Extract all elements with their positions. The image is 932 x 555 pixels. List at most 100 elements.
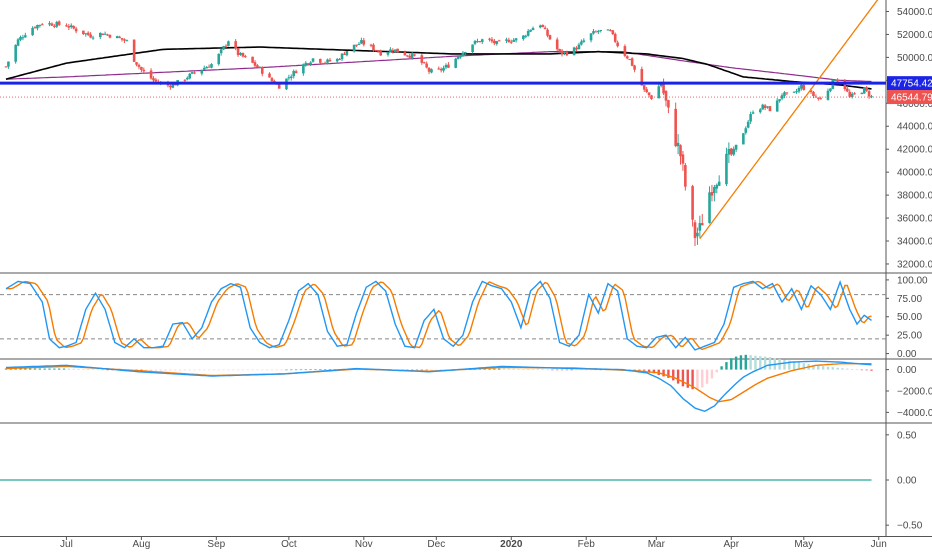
candle-up [800, 84, 803, 89]
candle-down [108, 34, 112, 38]
macd-histogram-bar [802, 363, 806, 370]
orange-trend-line [699, 0, 879, 240]
candle-down [369, 44, 373, 46]
candle-up [190, 72, 194, 74]
macd-histogram-bar [188, 369, 191, 371]
candle-up [24, 35, 27, 38]
candle-up [459, 55, 462, 58]
candle-up [31, 27, 34, 36]
macd-histogram-bar [763, 356, 767, 370]
price-tick-label: 50000.00 [897, 53, 932, 64]
candle-up [676, 142, 680, 147]
macd-histogram-bar [43, 368, 46, 370]
macd-histogram-bar [507, 368, 511, 370]
macd-histogram-bar [526, 369, 530, 370]
macd-histogram-bar [676, 369, 680, 384]
candle-up [599, 30, 603, 32]
time-tick-label: Jul [60, 539, 73, 550]
candle-down [86, 32, 90, 35]
stochastic-k-line [5, 280, 872, 351]
price-tick-label: 34000.00 [897, 237, 932, 248]
candle-down [374, 49, 378, 51]
macd-histogram-bar [710, 369, 714, 379]
candle-up [870, 96, 873, 98]
black-moving-average-line [5, 46, 872, 90]
candle-down [149, 70, 153, 79]
candle-up [14, 44, 17, 62]
macd-histogram-bar [841, 368, 844, 370]
candle-up [734, 144, 738, 150]
macd-histogram-bar [57, 368, 61, 370]
candle-down [626, 56, 629, 59]
macd-histogram-bar [33, 368, 37, 370]
candle-down [362, 40, 366, 45]
macd-histogram-bar [251, 369, 254, 371]
macd-histogram-bar [203, 369, 206, 371]
macd-histogram-bar [174, 369, 177, 371]
macd-histogram-bar [265, 369, 269, 371]
candle-up [171, 83, 175, 88]
candle-down [509, 41, 513, 43]
candle-up [38, 24, 42, 26]
candle-up [761, 104, 765, 110]
candle-up [91, 37, 95, 39]
candle-up [529, 29, 532, 32]
candle-up [592, 31, 595, 34]
macd-histogram-bar [739, 355, 743, 370]
candle-down [379, 51, 383, 56]
candle-down [555, 39, 559, 50]
macd-histogram-bar [212, 369, 216, 371]
time-tick-label: Mar [648, 539, 666, 550]
macd-histogram-bar [149, 369, 153, 371]
candle-down [251, 56, 254, 63]
candle-up [48, 23, 51, 25]
candle-down [236, 48, 240, 56]
macd-histogram-bar [860, 369, 864, 371]
candle-up [696, 232, 699, 237]
candle-down [268, 73, 271, 78]
candle-up [442, 67, 445, 71]
macd-histogram-bar [585, 369, 588, 371]
candle-down [478, 41, 482, 43]
macd-histogram-bar [744, 354, 747, 370]
candle-up [792, 91, 796, 93]
candle-up [186, 77, 189, 80]
macd-histogram-bar [145, 369, 148, 371]
macd-histogram-bar [309, 369, 312, 371]
macd-histogram-bar [275, 369, 278, 371]
candle-up [512, 39, 515, 42]
candle-up [522, 35, 525, 40]
candle-down [681, 154, 685, 164]
candle-down [132, 39, 136, 62]
time-tick-label: 2020 [500, 539, 523, 550]
candle-down [846, 88, 849, 92]
candle-down [497, 40, 501, 42]
candle-up [860, 92, 864, 95]
candle-up [708, 192, 711, 223]
candle-up [219, 49, 223, 54]
candle-up [36, 25, 39, 29]
macd-histogram-bar [38, 368, 42, 370]
macd-histogram-bar [48, 368, 51, 370]
macd-histogram-bar [222, 369, 225, 371]
macd-histogram-bar [546, 369, 549, 371]
macd-histogram-bar [164, 369, 167, 371]
macd-histogram-bar [299, 369, 303, 371]
macd-histogram-bar [91, 369, 95, 370]
osc-tick-label: −0.50 [897, 521, 923, 532]
candle-down [507, 39, 511, 43]
stoch-tick-label: 100.00 [897, 275, 928, 286]
candle-up [582, 40, 586, 42]
candle-up [715, 184, 719, 189]
candle-down [565, 52, 569, 56]
macd-histogram-bar [420, 369, 424, 371]
candle-down [729, 148, 733, 155]
candle-up [577, 44, 581, 50]
macd-histogram-bar [783, 359, 786, 370]
macd-histogram-bar [531, 369, 535, 370]
macd-histogram-bar [425, 369, 428, 371]
price-tick-label: 54000.00 [897, 7, 932, 18]
candle-up [829, 88, 832, 91]
candle-up [732, 148, 735, 155]
